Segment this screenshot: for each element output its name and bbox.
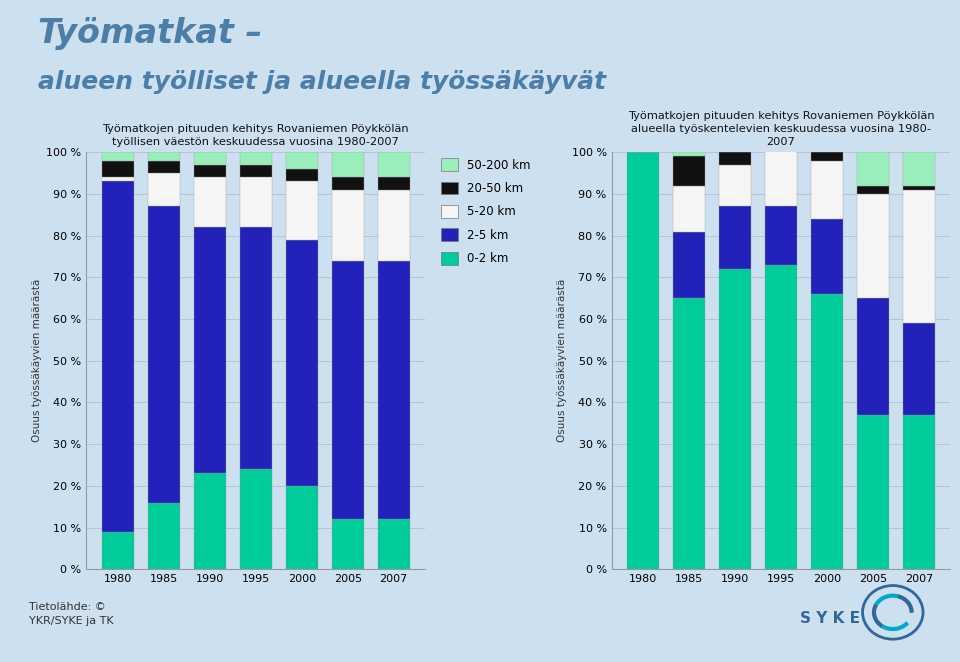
Bar [148, 152, 180, 161]
Bar [102, 532, 134, 569]
Bar [194, 165, 226, 177]
Bar [811, 219, 843, 294]
Bar [377, 152, 410, 177]
Bar [240, 165, 272, 177]
Y-axis label: Osuus työssäkäyvien määrästä: Osuus työssäkäyvien määrästä [558, 279, 567, 442]
Bar [857, 185, 889, 194]
Title: Työmatkojen pituuden kehitys Rovaniemen Pöykkölän
työllisen väestön keskuudessa : Työmatkojen pituuden kehitys Rovaniemen … [103, 124, 409, 148]
Text: alueen työlliset ja alueella työssäkäyvät: alueen työlliset ja alueella työssäkäyvä… [38, 70, 607, 93]
Bar [148, 161, 180, 173]
Bar [902, 323, 935, 415]
Y-axis label: Osuus työssäkäyvien määrästä: Osuus työssäkäyvien määrästä [33, 279, 42, 442]
Bar [377, 190, 410, 261]
Bar [765, 207, 797, 265]
Bar [902, 415, 935, 569]
Bar [240, 152, 272, 165]
Bar [194, 473, 226, 569]
Bar [240, 227, 272, 469]
Bar [673, 156, 706, 185]
Bar [673, 185, 706, 232]
Bar [102, 177, 134, 181]
Title: Työmatkojen pituuden kehitys Rovaniemen Pöykkölän
alueella työskentelevien kesku: Työmatkojen pituuden kehitys Rovaniemen … [628, 111, 934, 148]
Bar [377, 177, 410, 190]
Bar [811, 294, 843, 569]
Bar [902, 190, 935, 323]
Bar [857, 415, 889, 569]
Text: S Y K E: S Y K E [801, 610, 860, 626]
Bar [194, 152, 226, 165]
Bar [331, 152, 364, 177]
Bar [719, 207, 751, 269]
Bar [811, 161, 843, 219]
Bar [102, 181, 134, 532]
Bar [148, 207, 180, 502]
Bar [148, 502, 180, 569]
Bar [240, 469, 272, 569]
Bar [286, 486, 318, 569]
Text: Tietolähde: ©
YKR/SYKE ja TK: Tietolähde: © YKR/SYKE ja TK [29, 602, 113, 626]
Text: Työmatkat –: Työmatkat – [38, 17, 263, 50]
Bar [240, 177, 272, 227]
Bar [286, 169, 318, 181]
Bar [673, 152, 706, 156]
Legend: 50-200 km, 20-50 km, 5-20 km, 2-5 km, 0-2 km: 50-200 km, 20-50 km, 5-20 km, 2-5 km, 0-… [442, 158, 531, 265]
Bar [286, 152, 318, 169]
Bar [331, 190, 364, 261]
Bar [857, 194, 889, 298]
Bar [377, 261, 410, 519]
Bar [148, 173, 180, 207]
Bar [765, 136, 797, 148]
Bar [286, 240, 318, 486]
Bar [331, 519, 364, 569]
Bar [902, 152, 935, 185]
Bar [194, 177, 226, 227]
Bar [719, 165, 751, 207]
Bar [902, 185, 935, 190]
Bar [102, 152, 134, 161]
Bar [673, 298, 706, 569]
Bar [719, 269, 751, 569]
Bar [765, 148, 797, 207]
Bar [377, 519, 410, 569]
Bar [331, 261, 364, 519]
Bar [286, 181, 318, 240]
Bar [627, 152, 660, 569]
Bar [811, 152, 843, 161]
Bar [194, 227, 226, 473]
Bar [857, 152, 889, 185]
Bar [765, 265, 797, 569]
Bar [102, 161, 134, 177]
Bar [673, 232, 706, 298]
Bar [857, 298, 889, 415]
Bar [331, 177, 364, 190]
Bar [719, 152, 751, 165]
